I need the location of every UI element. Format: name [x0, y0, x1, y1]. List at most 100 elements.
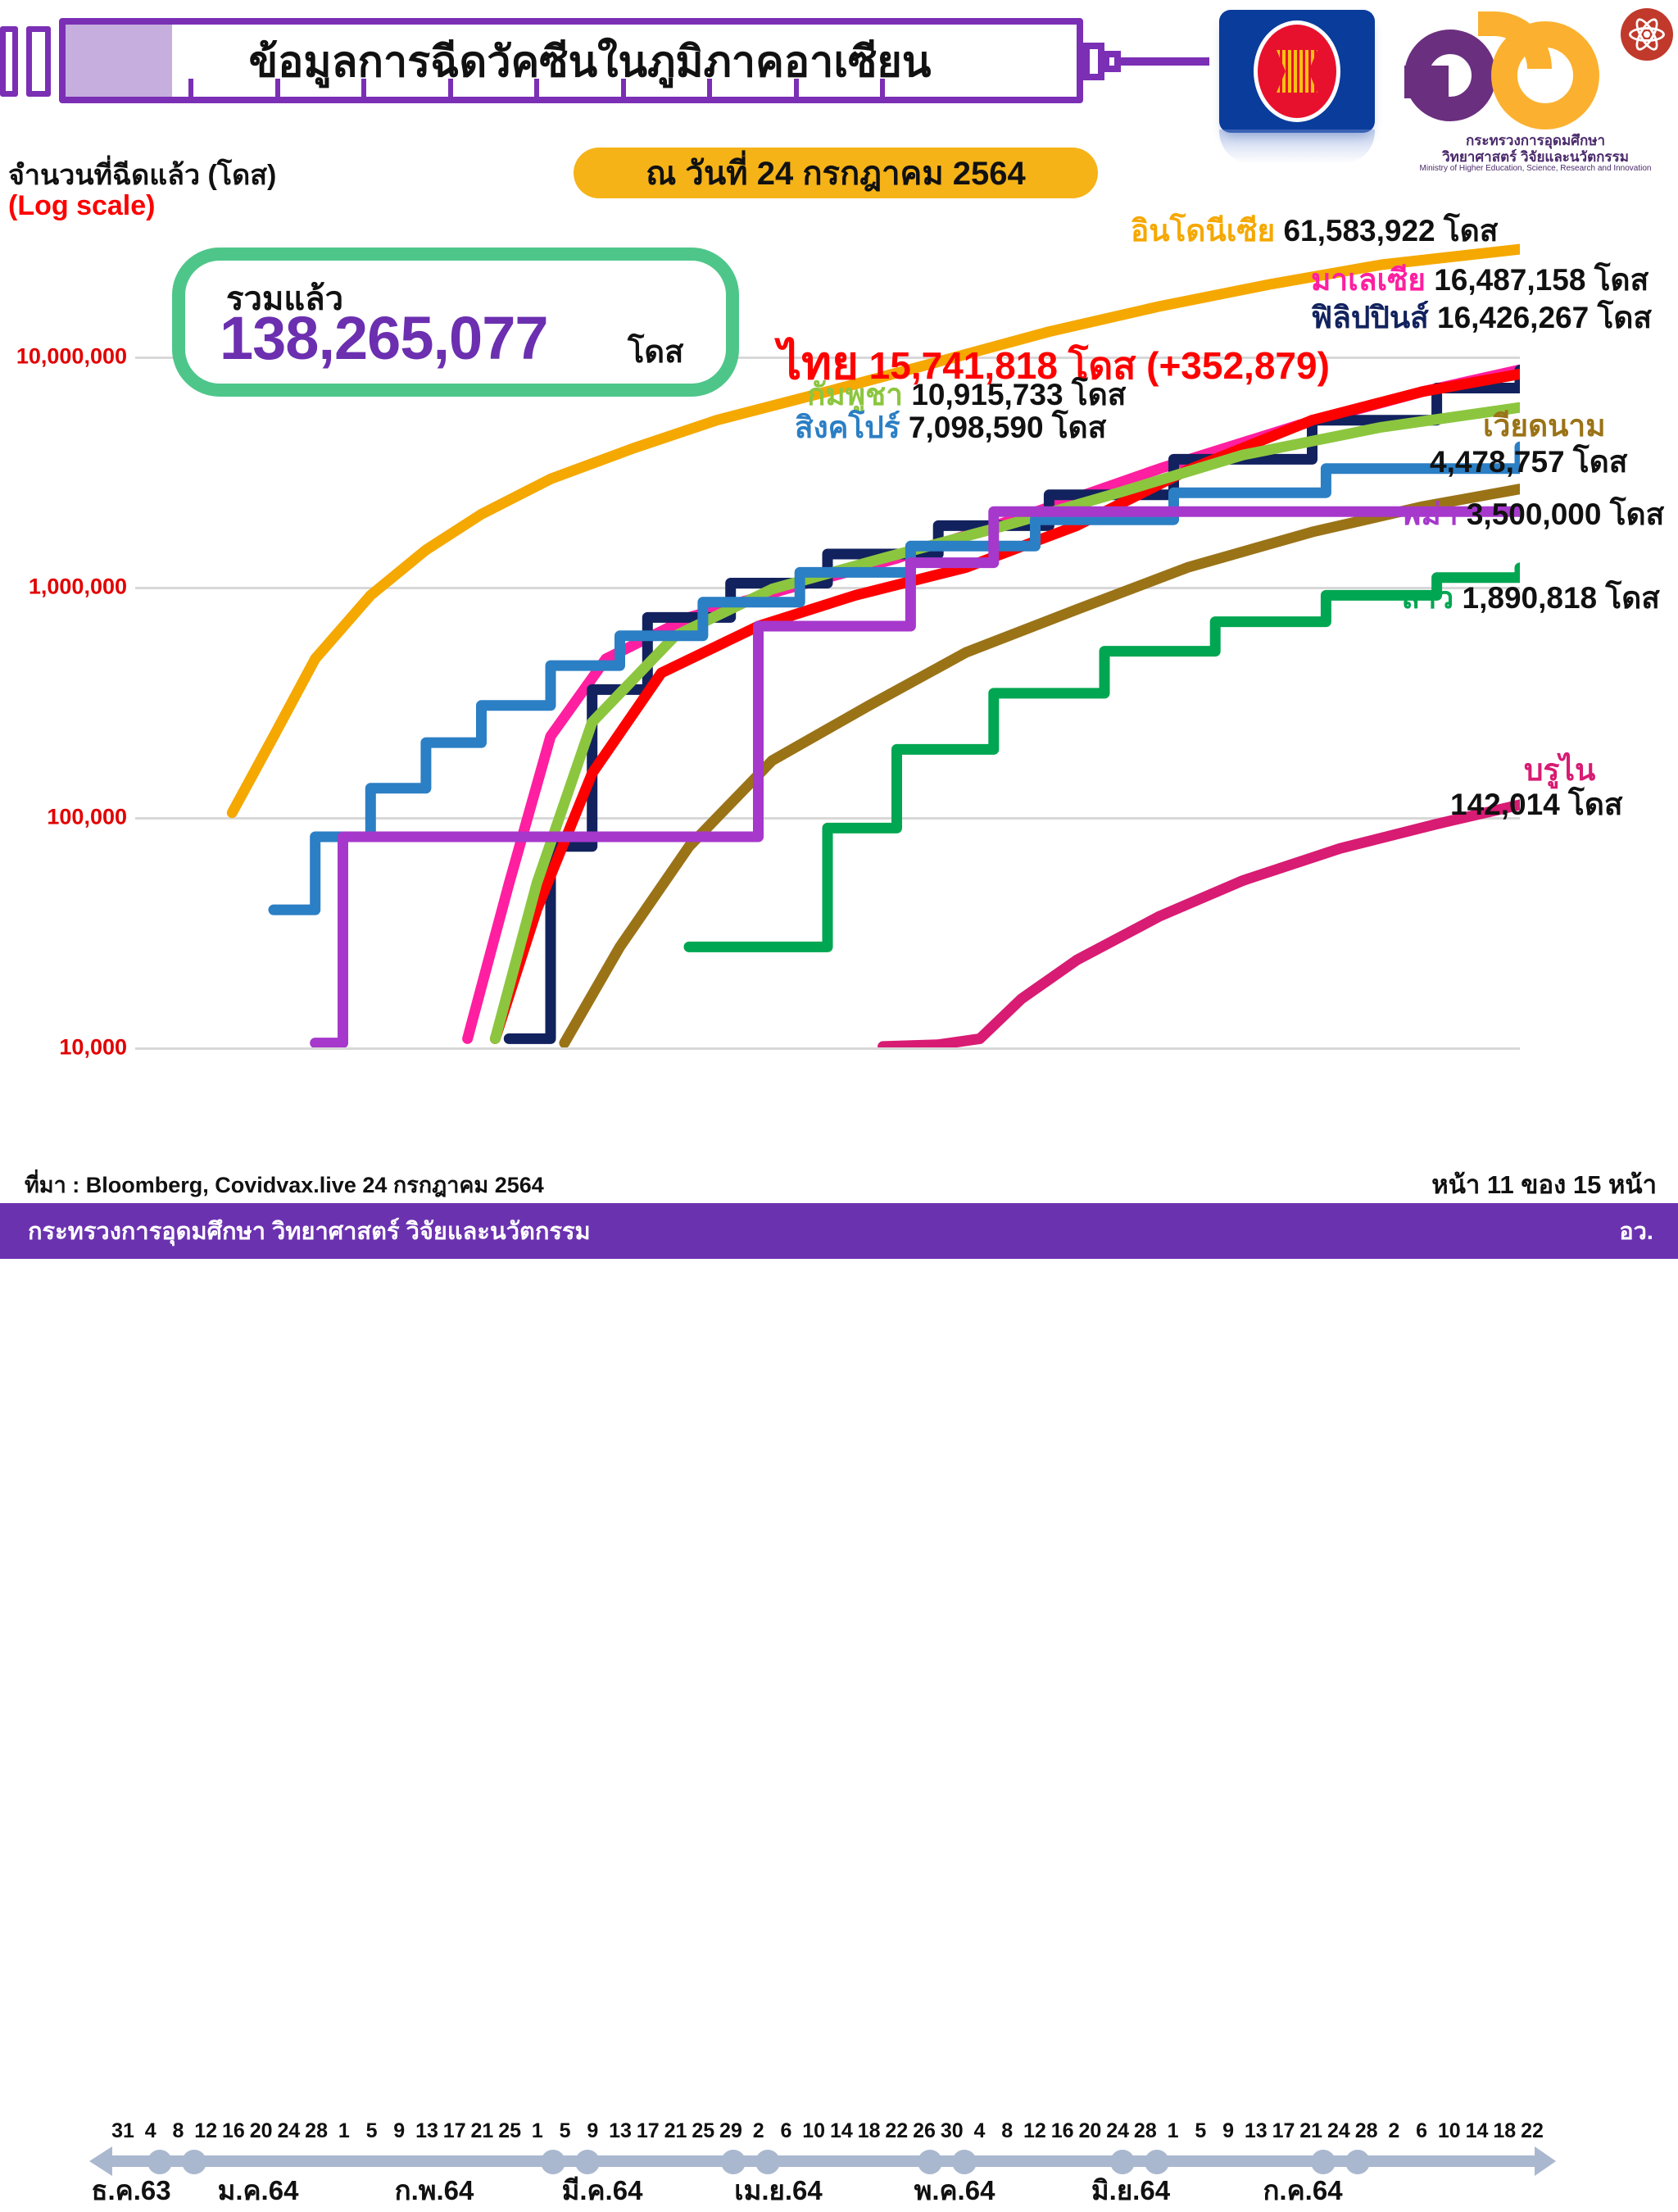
callout-brunei: 142,014 โดส — [1450, 780, 1623, 829]
footer-abbrev: อว. — [1619, 1219, 1653, 1245]
chart-series-lines — [226, 243, 1520, 1047]
x-tick-day: 2 — [752, 2119, 764, 2142]
x-tick-day: 24 — [1327, 2119, 1350, 2142]
infographic-page: ข้อมูลการฉีดวัคซีนในภูมิภาคอาเซียน กระทร… — [0, 8, 1678, 2205]
x-tick-day: 24 — [1106, 2119, 1130, 2142]
x-tick-day: 30 — [940, 2119, 964, 2142]
x-tick-day: 14 — [1465, 2119, 1489, 2142]
x-tick-day: 17 — [636, 2119, 660, 2142]
x-tick-day: 4 — [973, 2119, 986, 2142]
callout-vietnam-unit: โดส — [1572, 445, 1628, 479]
total-doses-unit: โดส — [628, 335, 684, 370]
x-tick-day: 4 — [144, 2119, 156, 2142]
callout-indonesia: อินโดนีเซีย 61,583,922 โดส — [1131, 207, 1498, 255]
gridline-10000000 — [135, 357, 1520, 359]
y-axis-caption: จำนวนที่ฉีดแล้ว (โดส) — [8, 160, 277, 191]
syringe-nozzle-tip-icon — [1103, 51, 1121, 72]
callout-cambodia-value: 10,915,733 — [911, 378, 1063, 411]
callout-singapore-unit: โดส — [1051, 411, 1107, 444]
callout-philippines-unit: โดส — [1597, 301, 1652, 334]
callout-indonesia-unit: โดส — [1443, 214, 1499, 248]
x-axis-month-4: เม.ย.64 — [734, 2175, 823, 2205]
syringe-barrel-icon — [59, 18, 1083, 103]
callout-vietnam-name: เวียดนาม — [1483, 409, 1606, 443]
series-line-กัมพูชา — [489, 402, 1520, 1044]
callout-brunei-value: 142,014 — [1450, 788, 1560, 821]
x-axis-month-7: ก.ค.64 — [1263, 2175, 1343, 2205]
x-tick-day: 26 — [913, 2119, 936, 2142]
x-tick-day: 2 — [1388, 2119, 1400, 2142]
x-tick-day: 31 — [111, 2119, 134, 2142]
callout-singapore-value: 7,098,590 — [908, 411, 1044, 444]
atom-icon — [1621, 8, 1673, 61]
callout-singapore: สิงคโปร์ 7,098,590 โดส — [795, 403, 1106, 452]
source-note: ที่มา : Bloomberg, Covidvax.live 24 กรกฎ… — [25, 1173, 544, 1197]
y-tick-label-1000000: 1,000,000 — [28, 574, 127, 599]
x-tick-day: 29 — [719, 2119, 742, 2142]
syringe-fill-icon — [66, 25, 172, 97]
x-tick-day: 22 — [1521, 2119, 1544, 2142]
x-tick-day: 18 — [1493, 2119, 1517, 2142]
x-tick-day: 21 — [1299, 2119, 1323, 2142]
asean-emblem-oval-icon — [1254, 20, 1340, 122]
x-tick-day: 5 — [1195, 2119, 1207, 2142]
x-axis-month-labels: ธ.ค.63 ม.ค.64 ก.พ.64 มี.ค.64 เม.ย.64 พ.ค.64 มิ… — [0, 2169, 1678, 2205]
footer-bar: กระทรวงการอุดมศึกษา วิทยาศาสตร์ วิจัยและ… — [0, 1203, 1678, 1259]
x-tick-day: 6 — [1416, 2119, 1428, 2142]
x-tick-day: 16 — [1050, 2119, 1074, 2142]
ministry-name-english: Ministry of Higher Education, Science, R… — [1419, 164, 1652, 173]
x-tick-day: 10 — [1437, 2119, 1461, 2142]
syringe-ticks-icon — [188, 79, 885, 102]
callout-thailand-value: 15,741,818 — [868, 344, 1058, 387]
syringe-plunger-rod-icon — [26, 26, 51, 97]
syringe-title-frame: ข้อมูลการฉีดวัคซีนในภูมิภาคอาเซียน — [0, 8, 1209, 107]
y-tick-label-10000: 10,000 — [59, 1034, 127, 1060]
callout-myanmar-name: พม่า — [1401, 497, 1458, 531]
callout-malaysia: มาเลเซีย 16,487,158 โดส — [1311, 256, 1649, 304]
callout-malaysia-unit: โดส — [1594, 263, 1649, 297]
ministry-name-line2: วิทยาศาสตร์ วิจัยและนวัตกรรม — [1442, 149, 1629, 165]
total-doses-label: รวมแล้ว — [226, 281, 344, 317]
x-axis-month-5: พ.ค.64 — [914, 2175, 995, 2205]
syringe-needle-icon — [1119, 57, 1209, 66]
ministry-logo: กระทรวงการอุดมศึกษา วิทยาศาสตร์ วิจัยและ… — [1393, 8, 1678, 173]
callout-myanmar-value: 3,500,000 — [1466, 497, 1602, 531]
x-tick-day: 20 — [249, 2119, 273, 2142]
callout-cambodia: กัมพูชา 10,915,733 โดส — [807, 370, 1126, 419]
x-tick-day: 5 — [365, 2119, 378, 2142]
x-tick-day: 9 — [587, 2119, 599, 2142]
series-line-สิงคโปร์ — [268, 441, 1520, 915]
asean-flag-icon — [1219, 10, 1375, 133]
y-axis-scale-note: (Log scale) — [8, 190, 156, 221]
date-badge: ณ วันที่ 24 กรกฎาคม 2564 — [574, 148, 1098, 198]
gridline-100000 — [135, 817, 1520, 820]
x-tick-day: 8 — [1001, 2119, 1014, 2142]
total-doses-value: 138,265,077 — [220, 304, 549, 372]
x-tick-day: 17 — [1272, 2119, 1295, 2142]
x-tick-day: 25 — [498, 2119, 522, 2142]
x-tick-day: 21 — [664, 2119, 687, 2142]
syringe-nozzle-icon — [1083, 43, 1104, 80]
callout-philippines-value: 16,426,267 — [1437, 301, 1590, 334]
callout-thailand-unit: โดส — [1068, 344, 1136, 387]
series-line-พม่า — [310, 506, 1520, 1047]
x-axis-month-0: ธ.ค.63 — [91, 2175, 171, 2205]
callout-brunei-unit: โดส — [1568, 788, 1623, 821]
callout-laos-name: ลาว — [1401, 581, 1454, 615]
x-axis-month-3: มี.ค.64 — [561, 2175, 643, 2205]
x-tick-day: 9 — [1222, 2119, 1234, 2142]
x-tick-day: 5 — [559, 2119, 571, 2142]
asean-rice-sheaf-icon — [1277, 50, 1317, 93]
x-tick-day: 24 — [277, 2119, 301, 2142]
series-line-อินโดนีเซีย — [226, 243, 1520, 819]
callout-laos: ลาว 1,890,818 โดส — [1401, 574, 1660, 622]
x-axis-month-6: มิ.ย.64 — [1091, 2175, 1171, 2205]
x-tick-day: 12 — [1023, 2119, 1046, 2142]
callout-brunei-name: บรูไน — [1524, 753, 1596, 787]
callout-indonesia-name: อินโดนีเซีย — [1131, 214, 1276, 248]
callout-philippines: ฟิลิปปินส์ 16,426,267 โดส — [1311, 293, 1652, 342]
callout-thailand: ไทย 15,741,818 โดส (+352,879) — [778, 326, 1330, 399]
x-tick-day: 13 — [1244, 2119, 1268, 2142]
page-title: ข้อมูลการฉีดวัคซีนในภูมิภาคอาเซียน — [248, 37, 932, 87]
x-tick-day: 17 — [442, 2119, 466, 2142]
